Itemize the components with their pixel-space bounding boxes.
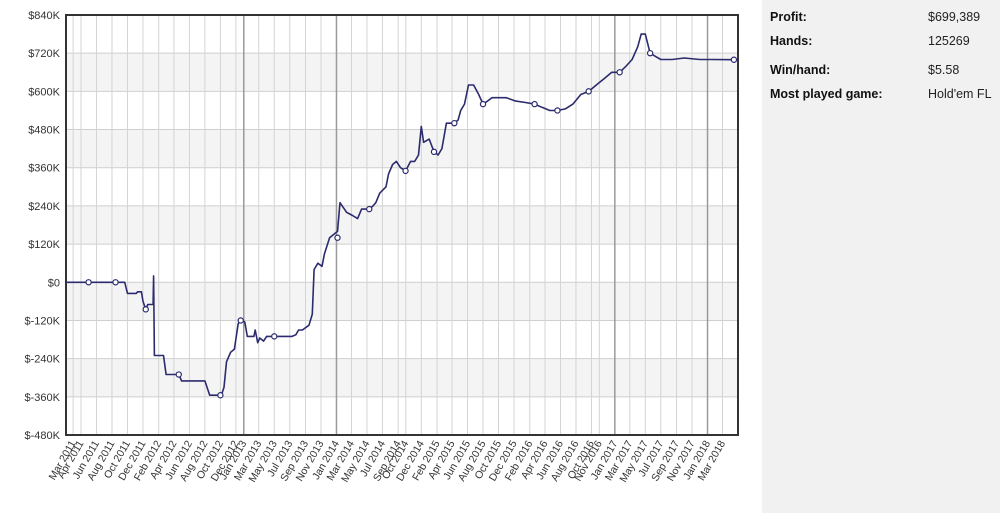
- y-tick-label: $240K: [28, 201, 60, 213]
- data-marker: [85, 279, 92, 286]
- plot-band: [66, 53, 738, 92]
- stats-panel: Profit: $699,389 Hands: 125269 Win/hand:…: [762, 0, 1000, 513]
- y-tick-label: $720K: [28, 48, 60, 60]
- profit-chart: $840K $720K $600K $480K $360K $240K $120K $0 $-1…: [25, 10, 739, 484]
- stat-row-win-per-hand: Win/hand: $5.58: [770, 63, 996, 81]
- data-marker: [554, 107, 561, 114]
- stat-row-profit: Profit: $699,389: [770, 10, 996, 28]
- y-tick-label: $-360K: [25, 392, 61, 404]
- data-marker: [217, 392, 224, 399]
- y-tick-label: $360K: [28, 163, 60, 175]
- stat-label-hands: Hands:: [770, 34, 813, 48]
- data-marker: [585, 88, 592, 95]
- stat-row-most-played: Most played game: Hold'em FL: [770, 87, 996, 105]
- data-marker: [451, 119, 458, 127]
- data-marker: [271, 333, 278, 340]
- y-tick-label: $-240K: [25, 354, 61, 366]
- y-tick-label: $600K: [28, 86, 60, 98]
- plot-band: [66, 15, 738, 54]
- y-tick-label: $-480K: [25, 430, 61, 442]
- plot-band: [66, 205, 738, 245]
- y-tick-label: $480K: [28, 125, 60, 137]
- stat-label-profit: Profit:: [770, 10, 807, 24]
- chart-canvas: $840K $720K $600K $480K $360K $240K $120K $0 $-1…: [25, 10, 739, 484]
- data-marker: [334, 234, 341, 241]
- stat-label-win-per-hand: Win/hand:: [770, 63, 831, 77]
- y-tick-label: $840K: [28, 10, 60, 22]
- plot-band: [66, 320, 738, 359]
- plot-band: [66, 244, 738, 283]
- stat-label-most-played: Most played game:: [770, 87, 883, 101]
- data-marker: [237, 317, 244, 324]
- data-marker: [112, 279, 119, 286]
- data-marker: [402, 167, 409, 175]
- y-tick-label: $-120K: [25, 315, 61, 327]
- stat-value-profit: $699,389: [928, 10, 981, 24]
- stat-value-win-per-hand: $5.58: [928, 63, 960, 77]
- stat-value-most-played: Hold'em FL: [928, 87, 992, 101]
- data-marker: [479, 100, 487, 108]
- data-marker: [430, 148, 438, 156]
- plot-band: [66, 358, 738, 397]
- data-marker: [646, 49, 654, 57]
- data-marker: [175, 371, 182, 378]
- data-marker: [616, 69, 623, 76]
- data-marker: [531, 100, 538, 108]
- data-marker: [730, 56, 738, 63]
- data-marker: [142, 306, 149, 313]
- profit-line: [66, 33, 734, 397]
- plot-band: [66, 396, 738, 435]
- plot-border: [65, 14, 739, 436]
- data-marker: [366, 205, 373, 213]
- y-tick-label: $0: [48, 277, 60, 289]
- plot-band: [66, 91, 738, 130]
- plot-band: [66, 282, 738, 321]
- stat-value-hands: 125269: [928, 34, 970, 48]
- plot-band: [66, 129, 738, 168]
- plot-band: [66, 167, 738, 206]
- stat-row-hands: Hands: 125269: [770, 34, 996, 52]
- y-tick-label: $120K: [28, 239, 60, 251]
